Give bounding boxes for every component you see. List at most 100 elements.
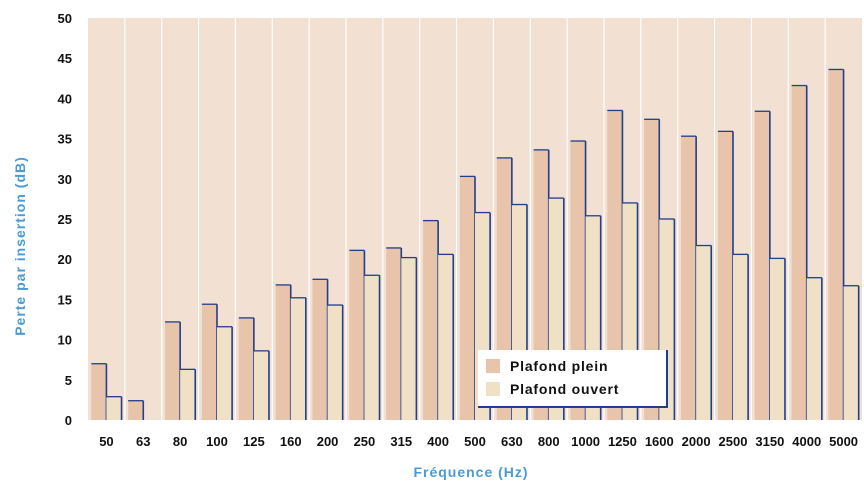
bar-plafond-plein-500 xyxy=(459,175,476,420)
bar-plafond-plein-2500 xyxy=(717,130,734,420)
x-tick-label: 500 xyxy=(464,434,486,449)
bar-plafond-plein-80 xyxy=(165,321,181,420)
bar-plafond-ouvert-160 xyxy=(290,297,307,420)
bar-fill xyxy=(238,317,254,420)
x-tick-label: 50 xyxy=(99,434,113,449)
bar-fill xyxy=(201,304,217,420)
bar-plafond-ouvert-125 xyxy=(253,350,270,420)
bar-plafond-plein-3150 xyxy=(754,110,771,420)
x-tick-label: 1600 xyxy=(645,434,674,449)
bar-fill xyxy=(386,247,402,420)
bar-fill xyxy=(253,350,269,420)
bar-fill xyxy=(696,245,712,420)
x-axis-label: Fréquence (Hz) xyxy=(413,464,528,480)
y-tick-label: 50 xyxy=(58,11,72,26)
bar-plafond-plein-5000 xyxy=(828,68,845,421)
x-tick-label: 125 xyxy=(243,434,265,449)
x-tick-label: 160 xyxy=(280,434,302,449)
y-tick-label: 15 xyxy=(58,292,72,307)
x-tick-label: 1000 xyxy=(571,434,600,449)
x-tick-label: 100 xyxy=(206,434,228,449)
bar-plafond-ouvert-50 xyxy=(106,396,123,420)
x-tick-label: 800 xyxy=(538,434,560,449)
bar-plafond-ouvert-200 xyxy=(327,304,344,420)
bar-fill xyxy=(459,176,475,420)
bar-fill xyxy=(791,85,807,420)
legend-swatch-plafond-plein xyxy=(486,359,500,373)
bar-fill xyxy=(91,363,107,420)
y-tick-label: 25 xyxy=(58,212,72,227)
bar-plafond-plein-2000 xyxy=(681,135,697,421)
bar-fill xyxy=(180,369,196,420)
bar-fill xyxy=(165,321,181,420)
x-tick-label: 4000 xyxy=(792,434,821,449)
y-axis-ticks: 0 5 10 15 20 25 30 35 40 45 50 xyxy=(58,11,72,428)
bar-plafond-ouvert-5000 xyxy=(843,285,860,420)
bar-fill xyxy=(607,110,623,421)
bar-fill xyxy=(438,254,454,420)
bar-fill xyxy=(217,326,233,420)
bar-plafond-ouvert-100 xyxy=(217,326,233,420)
x-tick-label: 200 xyxy=(317,434,339,449)
y-tick-label: 0 xyxy=(65,413,72,428)
bar-plafond-plein-50 xyxy=(91,363,108,420)
bar-plafond-plein-125 xyxy=(238,317,255,420)
bar-fill xyxy=(769,258,785,420)
bar-fill xyxy=(349,250,365,420)
bar-fill xyxy=(364,275,380,420)
legend: Plafond plein Plafond ouvert xyxy=(478,350,668,408)
bar-fill xyxy=(128,400,144,420)
legend-label-plafond-plein: Plafond plein xyxy=(510,358,608,374)
bar-plafond-plein-250 xyxy=(349,249,366,420)
bar-plafond-plein-400 xyxy=(423,219,439,420)
y-tick-label: 5 xyxy=(65,373,72,388)
bar-plafond-ouvert-4000 xyxy=(806,277,823,420)
y-tick-label: 45 xyxy=(58,51,72,66)
bar-fill xyxy=(843,285,859,420)
bar-plafond-ouvert-400 xyxy=(438,253,455,420)
bar-fill xyxy=(828,69,844,421)
y-tick-label: 10 xyxy=(58,333,72,348)
x-tick-label: 80 xyxy=(173,434,187,449)
bar-fill xyxy=(754,111,770,420)
bar-fill xyxy=(644,119,660,420)
legend-box xyxy=(478,350,668,407)
bar-plafond-ouvert-315 xyxy=(401,256,418,420)
bar-plafond-ouvert-3150 xyxy=(769,257,786,420)
bar-plafond-plein-200 xyxy=(312,278,329,420)
x-tick-label: 1250 xyxy=(608,434,637,449)
legend-swatch-plafond-ouvert xyxy=(486,382,500,396)
bar-fill xyxy=(312,279,328,420)
bar-fill xyxy=(806,277,822,420)
bar-fill xyxy=(401,257,417,420)
x-tick-label: 250 xyxy=(354,434,376,449)
bar-plafond-ouvert-80 xyxy=(180,368,197,420)
x-tick-label: 63 xyxy=(136,434,150,449)
x-tick-label: 630 xyxy=(501,434,523,449)
bar-plafond-plein-100 xyxy=(201,303,218,420)
legend-label-plafond-ouvert: Plafond ouvert xyxy=(510,381,619,397)
y-tick-label: 35 xyxy=(58,132,72,147)
x-tick-label: 2500 xyxy=(719,434,748,449)
bar-plafond-ouvert-2000 xyxy=(696,244,713,420)
bar-plafond-plein-4000 xyxy=(791,84,808,420)
bar-plafond-plein-63 xyxy=(128,400,145,420)
y-axis-label: Perte par insertion (dB) xyxy=(12,156,28,336)
bar-fill xyxy=(681,136,697,421)
x-tick-label: 5000 xyxy=(829,434,858,449)
bar-fill xyxy=(290,297,306,420)
bar-plafond-plein-160 xyxy=(275,284,292,420)
bar-fill xyxy=(423,220,439,420)
bar-fill xyxy=(106,396,122,420)
x-axis-ticks: 50 63 80 100 125 160 200 250 315 400 500 630 800 1000… xyxy=(99,434,858,449)
y-tick-label: 20 xyxy=(58,252,72,267)
bar-fill xyxy=(275,284,291,420)
x-tick-label: 315 xyxy=(390,434,412,449)
x-tick-label: 400 xyxy=(427,434,449,449)
y-tick-label: 40 xyxy=(58,91,72,106)
bar-plafond-ouvert-2500 xyxy=(733,253,749,420)
bar-fill xyxy=(717,131,733,420)
x-tick-label: 3150 xyxy=(755,434,784,449)
bar-fill xyxy=(733,254,749,420)
